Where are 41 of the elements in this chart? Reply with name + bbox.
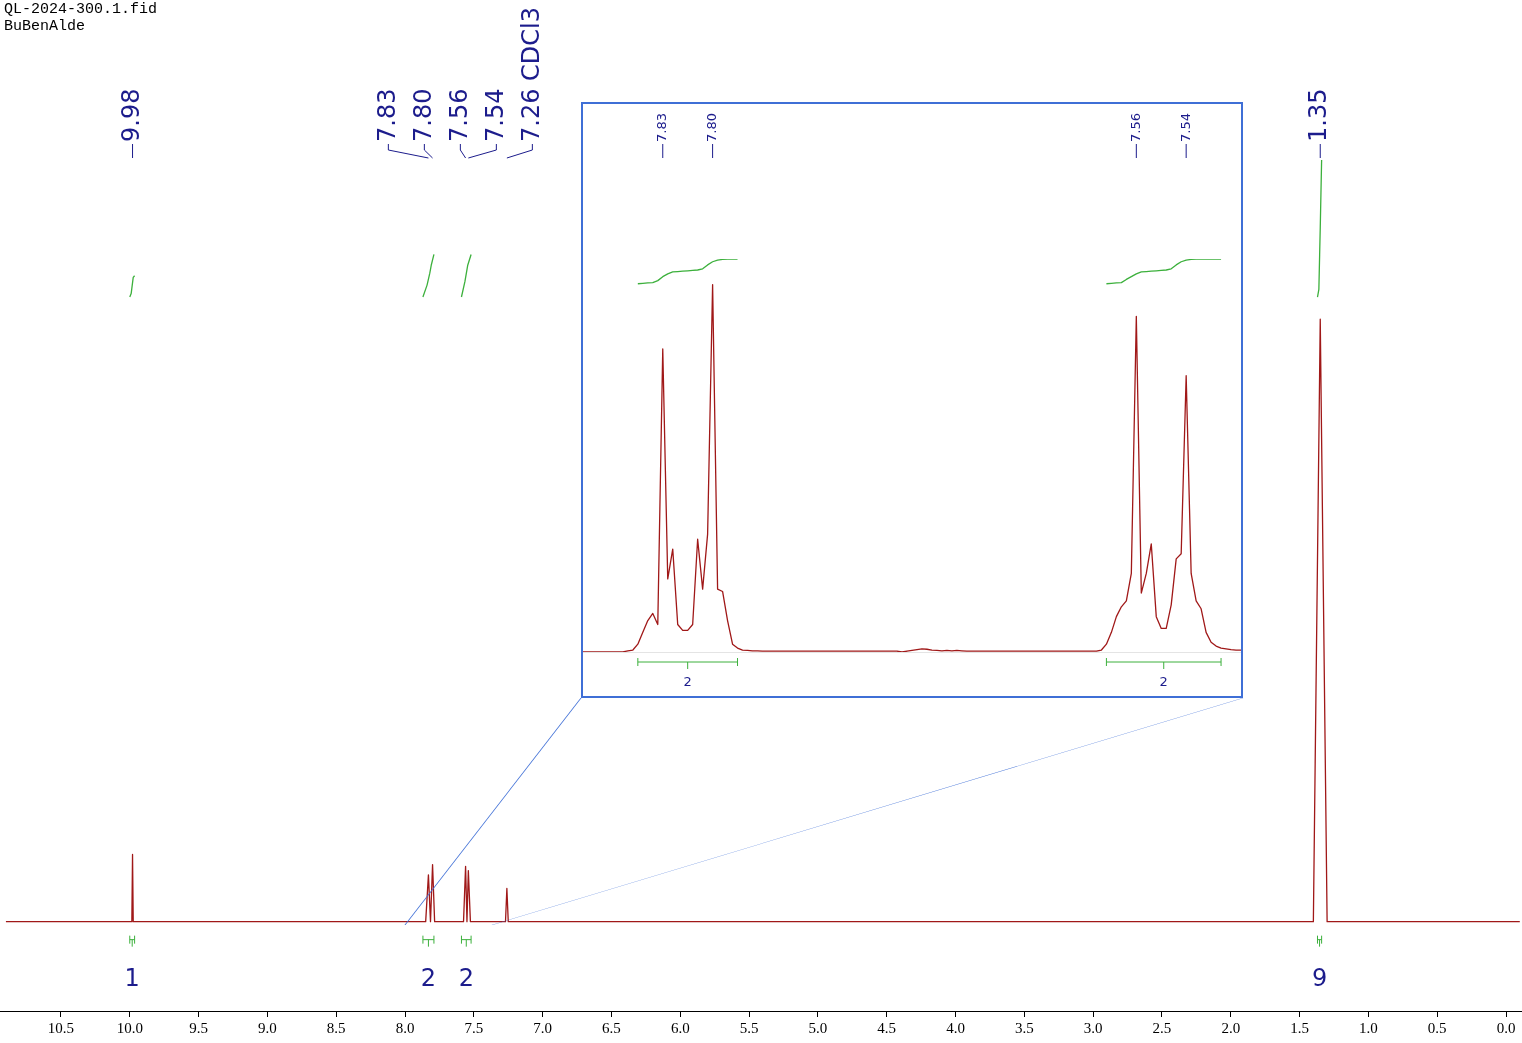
x-tick-label: 3.5 — [1014, 1019, 1034, 1036]
x-tick-label: 1.0 — [1359, 1019, 1378, 1036]
x-tick-label: 2.5 — [1152, 1019, 1172, 1036]
x-tick-label: 0.5 — [1427, 1019, 1447, 1036]
x-tick-label: 10.5 — [47, 1019, 75, 1036]
x-tick-label: 6.5 — [602, 1019, 621, 1036]
annotation: 2 — [1159, 673, 1168, 689]
annotation: 7.56 — [444, 88, 473, 142]
text: 7.54 — [1177, 113, 1193, 142]
text: 7.56 — [1127, 113, 1143, 142]
annotation: 1 — [124, 963, 140, 992]
x-tick-label: 6.0 — [670, 1019, 690, 1036]
x-tick-label: 2.0 — [1221, 1019, 1241, 1036]
text: 7.83 — [654, 113, 670, 142]
x-tick-label: 7.5 — [464, 1019, 484, 1036]
annotation: 1.35 — [1304, 88, 1333, 142]
x-tick-label: 0.0 — [1496, 1019, 1516, 1036]
x-tick-label: 4.5 — [877, 1019, 897, 1036]
x-tick-label: 1.5 — [1290, 1019, 1309, 1036]
x-tick-label: 9.0 — [258, 1019, 277, 1036]
annotation: 2 — [683, 673, 692, 689]
annotation: 2 — [420, 963, 437, 992]
x-tick-label: 8.0 — [395, 1019, 415, 1036]
annotation: 7.83 — [372, 88, 401, 142]
x-tick-label: 10.0 — [116, 1019, 143, 1036]
x-tick-label: 8.5 — [326, 1019, 346, 1036]
annotation: 7.80 — [408, 88, 437, 142]
x-tick-label: 7.0 — [533, 1019, 553, 1036]
text: 7.80 — [703, 113, 719, 142]
text: BuBenAlde — [4, 18, 86, 36]
annotation: 9 — [1311, 963, 1328, 992]
x-tick-label: 5.5 — [739, 1019, 759, 1036]
text: QL-2024-300.1.fid — [4, 1, 158, 19]
annotation: 9.98 — [116, 88, 145, 142]
x-tick-label: 9.5 — [189, 1019, 208, 1036]
annotation: 2 — [458, 963, 474, 992]
x-tick-label: 5.0 — [808, 1019, 828, 1036]
x-tick-label: 4.0 — [946, 1019, 965, 1036]
annotation: 7.54 — [480, 88, 509, 142]
x-tick-label: 3.0 — [1083, 1019, 1103, 1036]
annotation: 7.26 CDCl3 — [516, 7, 545, 142]
